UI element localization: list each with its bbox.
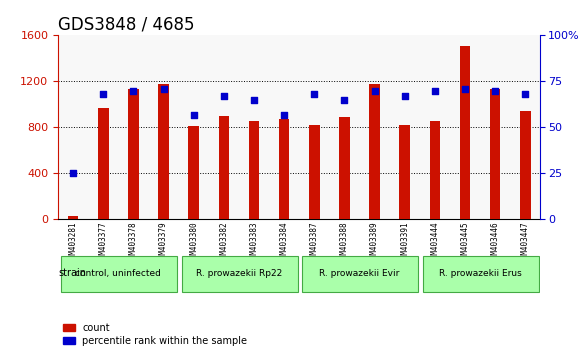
Bar <box>68 216 78 219</box>
Point <box>521 91 530 97</box>
FancyBboxPatch shape <box>61 256 177 292</box>
Text: GSM403444: GSM403444 <box>431 221 439 263</box>
Bar <box>309 125 320 219</box>
Text: strain: strain <box>59 268 87 279</box>
FancyBboxPatch shape <box>423 256 539 292</box>
Point <box>340 97 349 103</box>
Point <box>219 93 228 99</box>
Text: GSM403383: GSM403383 <box>249 221 259 263</box>
Point <box>159 86 168 92</box>
Text: GSM403384: GSM403384 <box>279 221 289 263</box>
Bar <box>158 84 169 219</box>
Text: GSM403378: GSM403378 <box>129 221 138 263</box>
Bar <box>429 121 440 219</box>
Text: GSM403389: GSM403389 <box>370 221 379 263</box>
Point <box>460 86 469 92</box>
Text: GSM403387: GSM403387 <box>310 221 319 263</box>
Point <box>400 93 410 99</box>
Text: GSM403281: GSM403281 <box>69 221 78 263</box>
Text: R. prowazekii Rp22: R. prowazekii Rp22 <box>196 269 282 278</box>
Point <box>490 88 500 93</box>
Text: GSM403447: GSM403447 <box>521 221 530 263</box>
Bar <box>460 46 470 219</box>
Bar <box>98 108 109 219</box>
FancyBboxPatch shape <box>182 256 297 292</box>
Point <box>189 112 198 118</box>
Bar <box>490 90 500 219</box>
Text: GSM403379: GSM403379 <box>159 221 168 263</box>
Text: control, uninfected: control, uninfected <box>76 269 162 278</box>
Text: GSM403380: GSM403380 <box>189 221 198 263</box>
Text: GSM403377: GSM403377 <box>99 221 108 263</box>
Text: GDS3848 / 4685: GDS3848 / 4685 <box>58 16 195 34</box>
Bar <box>218 116 229 219</box>
Text: R. prowazekii Erus: R. prowazekii Erus <box>439 269 521 278</box>
Text: GSM403391: GSM403391 <box>400 221 409 263</box>
Bar <box>128 90 139 219</box>
Bar <box>249 121 259 219</box>
Text: R. prowazekii Evir: R. prowazekii Evir <box>320 269 400 278</box>
Bar <box>339 117 350 219</box>
Text: GSM403446: GSM403446 <box>490 221 500 263</box>
Bar <box>188 126 199 219</box>
Bar <box>370 84 380 219</box>
Point <box>99 91 108 97</box>
Point <box>430 88 439 93</box>
Point <box>69 171 78 176</box>
Text: GSM403382: GSM403382 <box>220 221 228 263</box>
Bar <box>279 119 289 219</box>
Text: GSM403388: GSM403388 <box>340 221 349 263</box>
Legend: count, percentile rank within the sample: count, percentile rank within the sample <box>63 323 248 346</box>
Text: GSM403445: GSM403445 <box>461 221 469 263</box>
Point <box>370 88 379 93</box>
Point <box>129 88 138 93</box>
Point <box>249 97 259 103</box>
Point <box>310 91 319 97</box>
Bar <box>520 111 530 219</box>
Point <box>279 112 289 118</box>
FancyBboxPatch shape <box>302 256 418 292</box>
Bar <box>399 125 410 219</box>
